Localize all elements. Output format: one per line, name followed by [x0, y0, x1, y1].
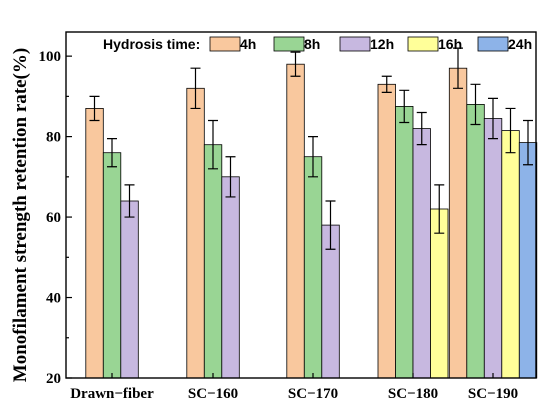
- error-bar-12h-2: [325, 200, 336, 250]
- x-tick-label: SC−160: [188, 386, 238, 402]
- error-bar-12h-1: [225, 156, 236, 198]
- error-bar-4h-1: [190, 67, 201, 110]
- x-tick-label: Drawn−fiber: [70, 386, 154, 402]
- legend-label-16h: 16h: [438, 36, 462, 52]
- bar-12h-4: [483, 118, 503, 379]
- legend-label-24h: 24h: [508, 36, 532, 52]
- bar-8h-0: [102, 152, 122, 379]
- bars-layer: [85, 63, 538, 379]
- legend-label-8h: 8h: [304, 36, 320, 52]
- x-tick-label: SC−170: [288, 386, 338, 402]
- bar-8h-3: [395, 106, 414, 379]
- error-bar-12h-4: [488, 97, 498, 140]
- error-bar-16h-3: [434, 184, 445, 234]
- error-bar-16h-4: [505, 107, 516, 154]
- legend-title: Hydrosis time:: [103, 36, 200, 52]
- axes-layer: Drawn−fiber SC−160 SC−170 SC−180 SC−190 20 40 6…: [39, 31, 537, 402]
- error-bar-4h-0: [89, 95, 100, 122]
- y-tick-label: 60: [46, 210, 61, 226]
- bar-4h-1: [186, 87, 205, 379]
- legend-swatch-4h: [209, 36, 241, 52]
- bar-16h-4: [501, 130, 520, 379]
- error-bar-12h-0: [124, 184, 135, 218]
- error-bar-8h-0: [107, 138, 117, 168]
- legend-swatch-8h: [273, 36, 305, 52]
- legend-label-4h: 4h: [240, 36, 256, 52]
- legend-label-12h: 12h: [370, 36, 394, 52]
- x-tick-label: SC−180: [388, 386, 438, 402]
- error-bar-8h-3: [399, 89, 410, 124]
- bar-8h-2: [303, 156, 323, 379]
- y-axis-label: Monofilament strength retention rate(%): [10, 48, 31, 382]
- legend-swatch-12h: [339, 36, 371, 52]
- error-bar-24h-4: [523, 119, 533, 166]
- legend: Hydrosis time: 4h 8h 12h 16h 24h: [103, 36, 532, 52]
- y-tick-label: 20: [46, 371, 61, 387]
- bar-12h-1: [221, 176, 240, 379]
- bar-8h-1: [203, 144, 223, 379]
- bar-12h-3: [412, 128, 431, 379]
- x-tick-label: SC−190: [468, 386, 518, 402]
- bar-4h-0: [85, 108, 104, 379]
- error-bar-4h-3: [381, 75, 392, 93]
- bar-4h-4: [448, 67, 468, 379]
- error-bar-12h-3: [416, 111, 427, 146]
- plot-frame: [65, 31, 537, 379]
- bar-24h-4: [518, 142, 538, 379]
- error-bar-8h-1: [208, 119, 218, 170]
- y-tick-label: 80: [46, 130, 61, 146]
- bar-4h-2: [286, 63, 305, 379]
- y-tick-label: 100: [39, 49, 62, 65]
- error-bars-layer: [89, 47, 533, 250]
- error-bar-4h-2: [290, 51, 301, 77]
- bar-4h-3: [377, 83, 396, 379]
- bar-16h-3: [430, 208, 449, 379]
- error-bar-8h-2: [308, 136, 318, 178]
- error-bar-4h-4: [453, 47, 463, 89]
- bar-8h-4: [466, 104, 485, 379]
- y-tick-label: 40: [46, 291, 61, 307]
- legend-swatch-24h: [477, 36, 509, 52]
- bar-12h-0: [120, 200, 139, 379]
- error-bar-8h-4: [470, 83, 481, 126]
- legend-swatch-16h: [407, 36, 439, 52]
